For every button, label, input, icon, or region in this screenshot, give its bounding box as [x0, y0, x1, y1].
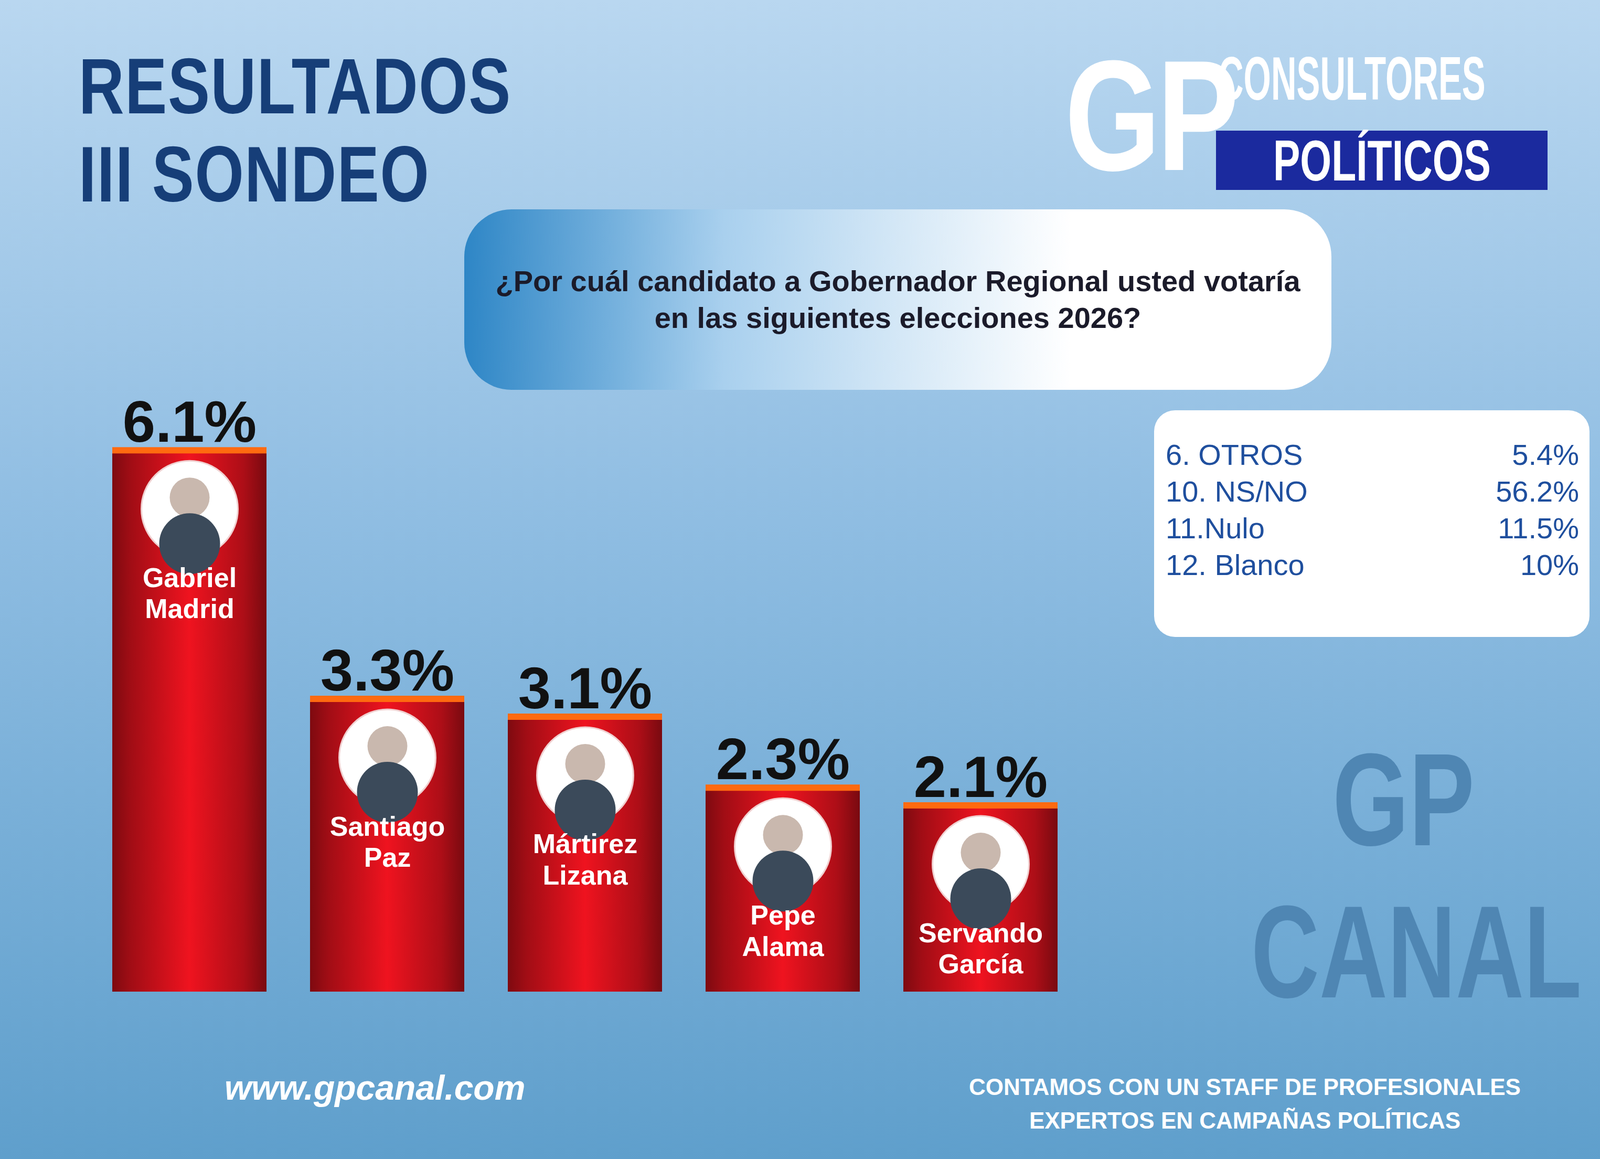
svg-text:3.1%: 3.1% [518, 655, 653, 721]
svg-text:2.3%: 2.3% [716, 726, 850, 792]
svg-text:2.1%: 2.1% [913, 743, 1048, 810]
html-text:12. Blanco: 12. Blanco [1165, 548, 1305, 582]
html-text:10. NS/NO: 10. NS/NO [1165, 474, 1308, 508]
html-text:5.4%: 5.4% [1512, 438, 1580, 472]
svg-text:SantiagoPaz: SantiagoPaz [329, 810, 446, 873]
html-text:11.5%: 11.5% [1497, 511, 1580, 545]
html-text:POLÍTICOS: POLÍTICOS [1272, 128, 1491, 193]
html-text:EXPERTOS EN CAMPAÑAS POLÍTICAS: EXPERTOS EN CAMPAÑAS POLÍTICAS [1029, 1107, 1461, 1134]
html-text:¿Por cuál candidato a Gobernad: ¿Por cuál candidato a Gobernador Regiona… [495, 264, 1301, 335]
svg-text:3.3%: 3.3% [320, 637, 455, 703]
html-text:GP: GP [1064, 27, 1236, 204]
svg-text:PepeAlama: PepeAlama [741, 899, 825, 962]
html-text:CONTAMOS CON UN STAFF DE PROFE: CONTAMOS CON UN STAFF DE PROFESIONALES [968, 1073, 1521, 1100]
html-text:GP: GP [1332, 726, 1475, 873]
svg-text:MártirezLizana: MártirezLizana [532, 828, 638, 891]
html-text:11.Nulo: 11.Nulo [1165, 511, 1265, 545]
html-text:56.2%: 56.2% [1495, 474, 1580, 508]
html-text:CANAL: CANAL [1251, 878, 1582, 1026]
html-text:CONSULTORES: CONSULTORES [1218, 44, 1486, 113]
html-text:6. OTROS: 6. OTROS [1165, 438, 1303, 472]
html-text:RESULTADOS III SONDEO: RESULTADOS III SONDEO [78, 41, 512, 219]
svg-text:6.1%: 6.1% [122, 388, 257, 455]
svg-text:ServandoGarcía: ServandoGarcía [918, 917, 1043, 980]
html-text:www.gpcanal.com: www.gpcanal.com [224, 1068, 526, 1107]
svg-text:GabrielMadrid: GabrielMadrid [142, 562, 237, 625]
html-text:10%: 10% [1520, 548, 1580, 582]
